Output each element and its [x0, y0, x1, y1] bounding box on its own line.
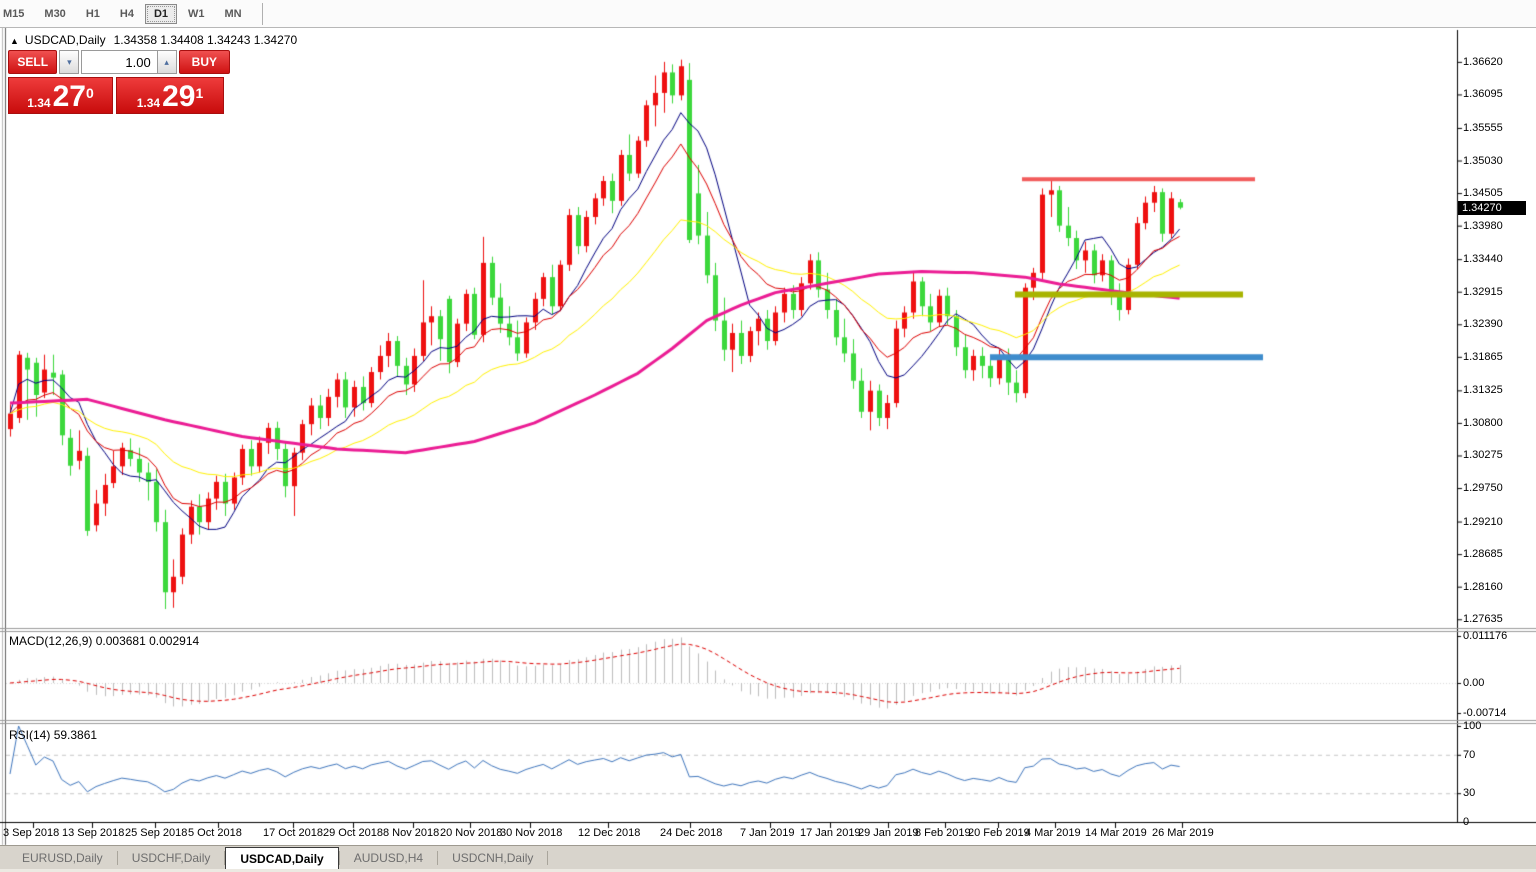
- current-price-tag: 1.34270: [1458, 200, 1526, 215]
- chart-title: ▲ USDCAD,Daily 1.34358 1.34408 1.34243 1.3…: [10, 33, 297, 47]
- date-axis-label: 25 Sep 2018: [125, 827, 188, 839]
- timeframe-toolbar: M15 M30 H1 H4 D1 W1 MN: [0, 0, 1536, 28]
- price-axis-label: 1.36620: [1463, 55, 1503, 68]
- chart-tab-audusd[interactable]: AUDUSD,H4: [353, 850, 424, 865]
- date-axis-label: 12 Dec 2018: [578, 827, 641, 839]
- sell-quote-button[interactable]: 1.34 27 0: [8, 77, 113, 114]
- date-axis-label: 20 Nov 2018: [440, 827, 503, 839]
- one-click-trading-panel: SELL ▾ 1.00 ▴ BUY 1.34 27 0 1.34 29 1: [8, 50, 230, 114]
- date-axis-label: 26 Mar 2019: [1152, 827, 1214, 839]
- volume-down-button[interactable]: ▾: [59, 50, 80, 74]
- price-axis-label: 1.35030: [1463, 154, 1503, 167]
- price-axis-label: 1.32390: [1463, 318, 1503, 331]
- macd-axis-label: 0.00: [1463, 677, 1485, 689]
- price-axis-label: 1.34505: [1463, 187, 1503, 200]
- tab-separator: [338, 850, 340, 865]
- rsi-axis-label: 30: [1463, 787, 1476, 800]
- price-axis-label: 1.35555: [1463, 121, 1503, 134]
- timeframe-button-mn[interactable]: MN: [224, 7, 242, 20]
- sell-price-base: 1.34: [27, 96, 51, 110]
- date-axis-label: 30 Nov 2018: [500, 827, 563, 839]
- date-axis-label: 29 Jan 2019: [858, 827, 919, 839]
- date-axis-label: 5 Oct 2018: [188, 827, 242, 839]
- buy-price-base: 1.34: [136, 96, 161, 110]
- chart-tab-usdcad[interactable]: USDCAD,Daily: [225, 847, 339, 869]
- buy-button[interactable]: BUY: [178, 50, 230, 74]
- tab-separator: [437, 850, 439, 865]
- tab-separator: [224, 850, 226, 865]
- macd-label: MACD(12,26,9) 0.003681 0.002914: [9, 634, 200, 648]
- toolbar-separator: [261, 2, 263, 25]
- date-axis-label: 3 Sep 2018: [3, 827, 60, 839]
- date-axis-label: 13 Sep 2018: [62, 827, 125, 839]
- date-axis-label: 24 Dec 2018: [660, 827, 723, 839]
- date-axis-label: 14 Mar 2019: [1085, 827, 1147, 839]
- date-axis-label: 4 Mar 2019: [1025, 827, 1081, 839]
- chart-ohlc: 1.34358 1.34408 1.34243 1.34270: [113, 33, 298, 47]
- buy-quote-button[interactable]: 1.34 29 1: [116, 77, 224, 114]
- rsi-axis-label: 100: [1463, 720, 1482, 732]
- chart-tab-bar: EURUSD,Daily USDCHF,Daily USDCAD,Daily AUDU…: [0, 845, 1536, 869]
- date-axis-label: 7 Jan 2019: [740, 827, 795, 839]
- price-axis-label: 1.29750: [1463, 482, 1503, 495]
- date-axis-label: 20 Feb 2019: [968, 827, 1030, 839]
- date-axis-label: 8 Nov 2018: [383, 827, 440, 839]
- timeframe-button-m15[interactable]: M15: [3, 7, 25, 20]
- macd-axis-label: 0.011176: [1463, 630, 1508, 642]
- timeframe-button-h4[interactable]: H4: [119, 7, 134, 20]
- price-axis-label: 1.28685: [1463, 548, 1503, 561]
- tab-separator: [116, 850, 118, 865]
- price-axis-label: 1.36095: [1463, 88, 1503, 101]
- sell-price-big: 27: [52, 80, 86, 113]
- price-axis-label: 1.31325: [1463, 384, 1503, 397]
- price-axis-label: 1.33440: [1463, 253, 1503, 266]
- chart-tab-usdcnh[interactable]: USDCNH,Daily: [452, 850, 534, 865]
- buy-price-big: 29: [162, 80, 196, 113]
- chart-tab-eurusd[interactable]: EURUSD,Daily: [22, 850, 103, 865]
- price-axis-label: 1.33980: [1463, 219, 1503, 232]
- rsi-label: RSI(14) 59.3861: [9, 728, 98, 742]
- sell-button[interactable]: SELL: [8, 50, 58, 74]
- buy-price-sup: 1: [195, 85, 204, 101]
- timeframe-button-h1[interactable]: H1: [85, 7, 100, 20]
- date-axis-label: 8 Feb 2019: [915, 827, 971, 839]
- price-axis-label: 1.30800: [1463, 416, 1503, 429]
- volume-up-button[interactable]: ▴: [157, 50, 177, 74]
- tab-separator: [547, 850, 549, 865]
- timeframe-button-m30[interactable]: M30: [44, 7, 66, 20]
- price-axis-label: 1.28160: [1463, 580, 1503, 593]
- rsi-axis-label: 0: [1463, 816, 1470, 828]
- timeframe-button-d1[interactable]: D1: [144, 3, 177, 24]
- chart-tab-usdchf[interactable]: USDCHF,Daily: [131, 850, 211, 865]
- volume-input[interactable]: 1.00: [81, 50, 158, 74]
- macd-axis-label: -0.00714: [1463, 707, 1507, 720]
- price-axis-label: 1.27635: [1463, 613, 1503, 626]
- rsi-axis-label: 70: [1463, 748, 1476, 761]
- price-axis-label: 1.29210: [1463, 515, 1503, 528]
- price-axis-label: 1.31865: [1463, 350, 1503, 363]
- price-axis-label: 1.30275: [1463, 449, 1503, 462]
- price-axis-label: 1.32915: [1463, 285, 1503, 298]
- sell-price-sup: 0: [85, 85, 94, 101]
- date-axis-label: 29 Oct 2018: [323, 827, 383, 839]
- timeframe-button-w1[interactable]: W1: [188, 7, 205, 20]
- date-axis-label: 17 Jan 2019: [800, 827, 861, 839]
- collapse-icon[interactable]: ▲: [10, 36, 19, 46]
- status-strip: [0, 869, 1536, 872]
- date-axis-label: 17 Oct 2018: [263, 827, 323, 839]
- chart-symbol: USDCAD,Daily: [24, 33, 106, 47]
